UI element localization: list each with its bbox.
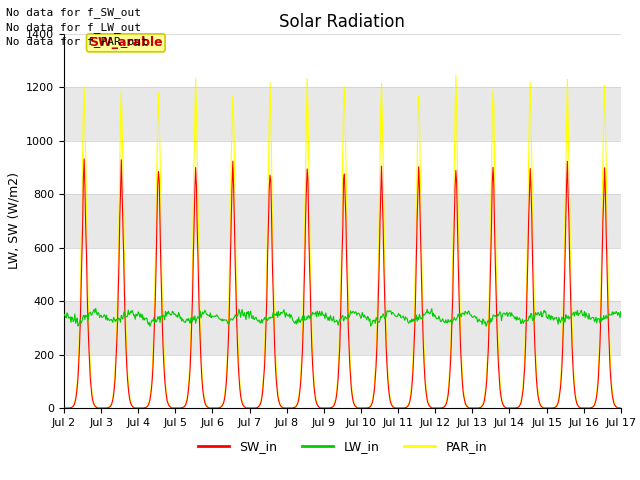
- Bar: [64, 87, 621, 141]
- Text: No data for f_SW_out: No data for f_SW_out: [6, 7, 141, 18]
- Title: Solar Radiation: Solar Radiation: [280, 12, 405, 31]
- Text: No data for f_LW_out: No data for f_LW_out: [6, 22, 141, 33]
- Text: SW_arable: SW_arable: [89, 36, 163, 49]
- Bar: [64, 301, 621, 355]
- Text: No data for f_PAR_out: No data for f_PAR_out: [6, 36, 148, 47]
- Y-axis label: LW, SW (W/m2): LW, SW (W/m2): [8, 172, 20, 269]
- Legend: SW_in, LW_in, PAR_in: SW_in, LW_in, PAR_in: [193, 435, 492, 458]
- Bar: [64, 194, 621, 248]
